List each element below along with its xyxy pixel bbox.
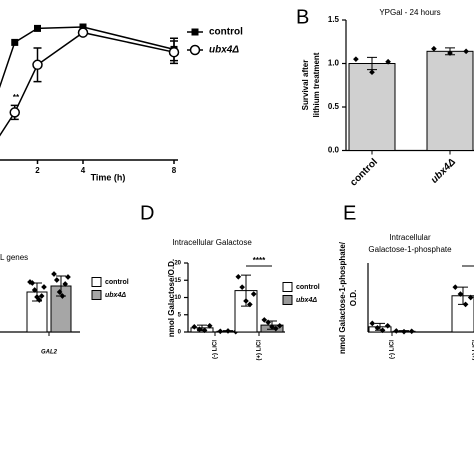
data-point xyxy=(239,284,245,290)
data-point xyxy=(452,284,459,290)
y-axis-label: Survival after xyxy=(301,60,310,111)
data-point xyxy=(457,291,464,297)
legend-swatch xyxy=(282,295,293,305)
data-point xyxy=(369,320,376,327)
bar xyxy=(348,63,396,151)
legend-label: ubx4Δ xyxy=(105,292,126,299)
legend-label: control xyxy=(105,279,129,286)
marker xyxy=(11,38,19,46)
y-tick-label: 10 xyxy=(174,295,181,301)
data-point xyxy=(201,327,208,334)
chart-title: L genes xyxy=(0,253,28,262)
data-point xyxy=(379,327,386,334)
data-point xyxy=(196,326,203,333)
data-point xyxy=(276,322,283,329)
x-tick-label: 8 xyxy=(172,166,177,175)
data-point xyxy=(217,328,224,335)
data-point xyxy=(225,328,231,334)
panel-letter: B xyxy=(296,6,309,28)
legend-label: control xyxy=(296,284,320,291)
y-tick-label: 1.5 xyxy=(328,15,340,24)
data-point xyxy=(401,328,407,335)
x-tick-label: 2 xyxy=(35,166,40,175)
data-point xyxy=(250,291,257,297)
bar xyxy=(426,50,474,151)
y-tick-label: 0.5 xyxy=(328,102,340,111)
data-point xyxy=(65,274,71,280)
y-tick-label: 5 xyxy=(178,312,182,318)
marker xyxy=(9,107,20,118)
legend-label: ubx4Δ xyxy=(296,297,317,304)
panel: ** 2 4 8 Time (h) control ubx4Δ xyxy=(0,23,243,182)
chart-title: Galactose-1-phosphate xyxy=(368,245,452,254)
legend-label: ubx4Δ xyxy=(209,45,239,56)
data-point xyxy=(247,301,253,308)
legend-marker xyxy=(191,28,199,36)
y-axis-label: O.D. xyxy=(349,290,358,306)
x-tick-label: (+) LiCl xyxy=(257,340,263,361)
y-tick-label: 1.0 xyxy=(328,59,340,68)
data-point xyxy=(191,323,198,330)
data-point xyxy=(235,273,242,280)
legend-marker xyxy=(189,44,201,56)
chart-title: Intracellular xyxy=(389,233,431,242)
marker xyxy=(34,24,41,32)
x-tick-label: GAL2 xyxy=(41,350,58,356)
data-point xyxy=(369,69,375,76)
chart-title: YPGal - 24 hours xyxy=(379,8,440,17)
y-tick-label: 0.0 xyxy=(328,146,340,155)
legend-swatch xyxy=(91,277,102,287)
y-axis-label: lithium treatment xyxy=(312,52,321,117)
panel-letter: D xyxy=(140,202,154,224)
panel-letter: E xyxy=(343,202,356,224)
legend-label: control xyxy=(209,27,243,38)
panel: D Intracellular Galactose nmol Galactose/O… xyxy=(140,202,320,360)
panel: B YPGal - 24 hours Survival after lithium t… xyxy=(296,6,474,188)
data-point xyxy=(261,317,268,323)
legend-swatch xyxy=(91,290,102,300)
data-point xyxy=(393,328,400,334)
annotation: **** xyxy=(253,256,266,265)
data-point xyxy=(243,298,249,304)
panel: E Intracellular Galactose-1-phosphate nmol … xyxy=(338,202,474,361)
data-point xyxy=(384,322,391,329)
x-tick-label: (-) LiCl xyxy=(390,340,396,359)
marker xyxy=(79,23,87,31)
y-axis-label: nmol Galactose/O.D. xyxy=(167,259,176,337)
marker xyxy=(77,27,89,38)
data-point xyxy=(467,294,474,301)
data-point xyxy=(408,328,415,335)
chart-title: Intracellular Galactose xyxy=(172,238,252,247)
y-axis-label: nmol Galactose-1-phosphate/ xyxy=(338,241,347,354)
data-point xyxy=(273,325,279,332)
x-tick-label: (+) LiCl xyxy=(473,340,474,361)
y-tick-label: 15 xyxy=(174,278,181,284)
x-axis-label: Time (h) xyxy=(91,172,126,182)
data-point xyxy=(206,322,213,329)
legend-swatch xyxy=(282,282,293,292)
y-tick-label: 0 xyxy=(178,330,182,336)
annotation: ** xyxy=(13,93,20,102)
data-point xyxy=(265,319,271,326)
marker xyxy=(32,59,43,71)
marker xyxy=(168,46,180,58)
data-point xyxy=(462,301,469,308)
x-tick-label: (-) LiCl xyxy=(213,340,219,359)
data-point xyxy=(374,325,381,331)
y-tick-label: 20 xyxy=(174,261,181,267)
x-tick-label: 4 xyxy=(81,166,86,175)
